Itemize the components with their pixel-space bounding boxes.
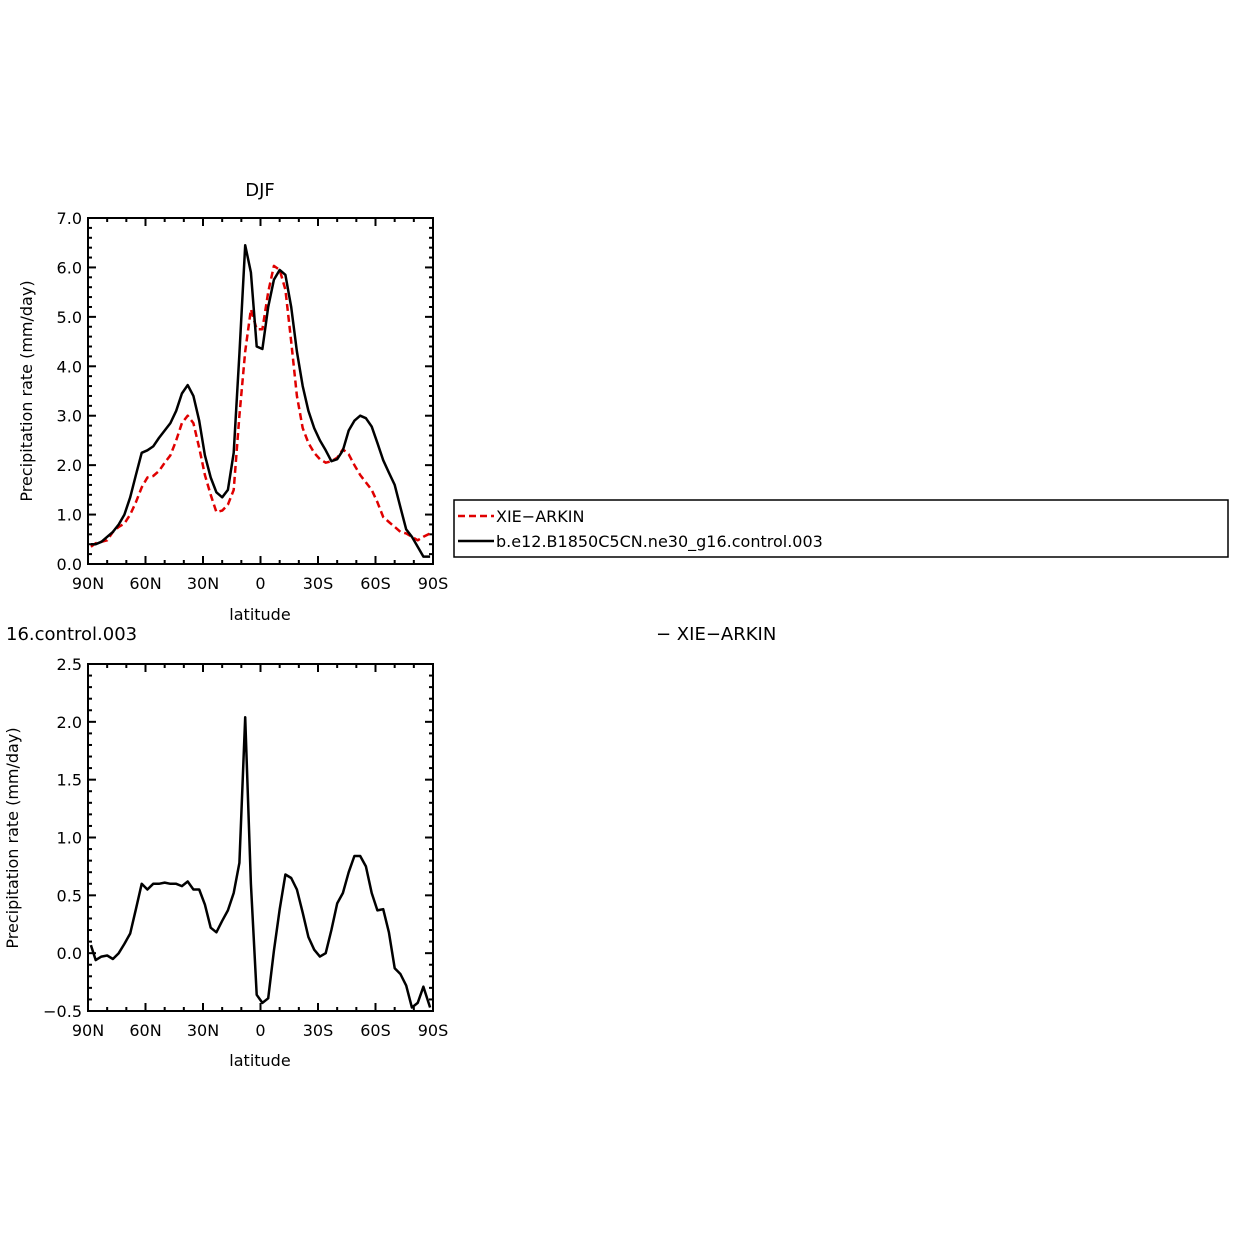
title-fragment-left: 16.control.003 xyxy=(6,624,137,645)
x-tick-label: 0 xyxy=(255,574,265,593)
y-tick-label: 1.0 xyxy=(57,506,82,525)
x-tick-label: 90S xyxy=(418,574,449,593)
y-tick-label: 0.0 xyxy=(57,944,82,963)
x-axis-label: latitude xyxy=(229,1051,290,1070)
chart-title: DJF xyxy=(245,180,275,201)
x-tick-label: 60N xyxy=(129,1021,161,1040)
y-tick-label: 0.5 xyxy=(57,886,82,905)
y-tick-label: 2.0 xyxy=(57,713,82,732)
legend-label-xie-arkin: XIE−ARKIN xyxy=(496,507,584,526)
y-tick-label: 2.5 xyxy=(57,655,82,674)
series-line-0 xyxy=(89,715,432,1009)
tick-group xyxy=(87,663,434,1012)
y-axis-label: Precipitation rate (mm/day) xyxy=(3,727,22,948)
panel-difference: 16.control.003 − XIE−ARKIN 90N 60N 30N 0 30S… xyxy=(3,624,776,1070)
plot-frame xyxy=(87,663,434,1012)
y-tick-label: 6.0 xyxy=(57,258,82,277)
y-tick-label: 1.0 xyxy=(57,829,82,848)
x-tick-label: 60N xyxy=(129,574,161,593)
legend-box xyxy=(453,499,1229,558)
x-tick-label: 90N xyxy=(72,574,104,593)
tick-group xyxy=(87,217,434,565)
y-axis-label: Precipitation rate (mm/day) xyxy=(17,280,36,501)
x-tick-label: 60S xyxy=(360,1021,391,1040)
x-tick-label: 0 xyxy=(255,1021,265,1040)
legend-label-model: b.e12.B1850C5CN.ne30_g16.control.003 xyxy=(496,532,823,552)
x-tick-label: 30S xyxy=(303,1021,334,1040)
x-tick-label: 90N xyxy=(72,1021,104,1040)
x-tick-label: 90S xyxy=(418,1021,449,1040)
y-tick-label: −0.5 xyxy=(43,1002,82,1021)
series-line-1 xyxy=(90,243,431,558)
x-tick-label: 30N xyxy=(187,1021,219,1040)
y-tick-label: 2.0 xyxy=(57,456,82,475)
series-line-0 xyxy=(90,264,431,548)
series-group xyxy=(89,715,432,1009)
series-group xyxy=(90,243,431,558)
panel-djf: DJF 90N 60N 30N 0 30S 60S 90S 0.0 1.0 2.0 3.0 4.0 5.… xyxy=(17,180,448,624)
title-fragment-right: − XIE−ARKIN xyxy=(656,624,776,645)
tick-label-group: 90N 60N 30N 0 30S 60S 90S −0.5 0.0 0.5 1.0 1.5 2.0 2.… xyxy=(43,655,448,1040)
tick-label-group: 90N 60N 30N 0 30S 60S 90S 0.0 1.0 2.0 3.0 4.0 5.0 6.0… xyxy=(57,209,449,593)
y-tick-label: 0.0 xyxy=(57,555,82,574)
y-tick-label: 3.0 xyxy=(57,407,82,426)
y-tick-label: 7.0 xyxy=(57,209,82,228)
y-tick-label: 4.0 xyxy=(57,357,82,376)
legend: XIE−ARKIN b.e12.B1850C5CN.ne30_g16.contr… xyxy=(453,499,1229,558)
y-tick-label: 5.0 xyxy=(57,308,82,327)
x-axis-label: latitude xyxy=(229,605,290,624)
x-tick-label: 30S xyxy=(303,574,334,593)
x-tick-label: 30N xyxy=(187,574,219,593)
x-tick-label: 60S xyxy=(360,574,391,593)
y-tick-label: 1.5 xyxy=(57,771,82,790)
